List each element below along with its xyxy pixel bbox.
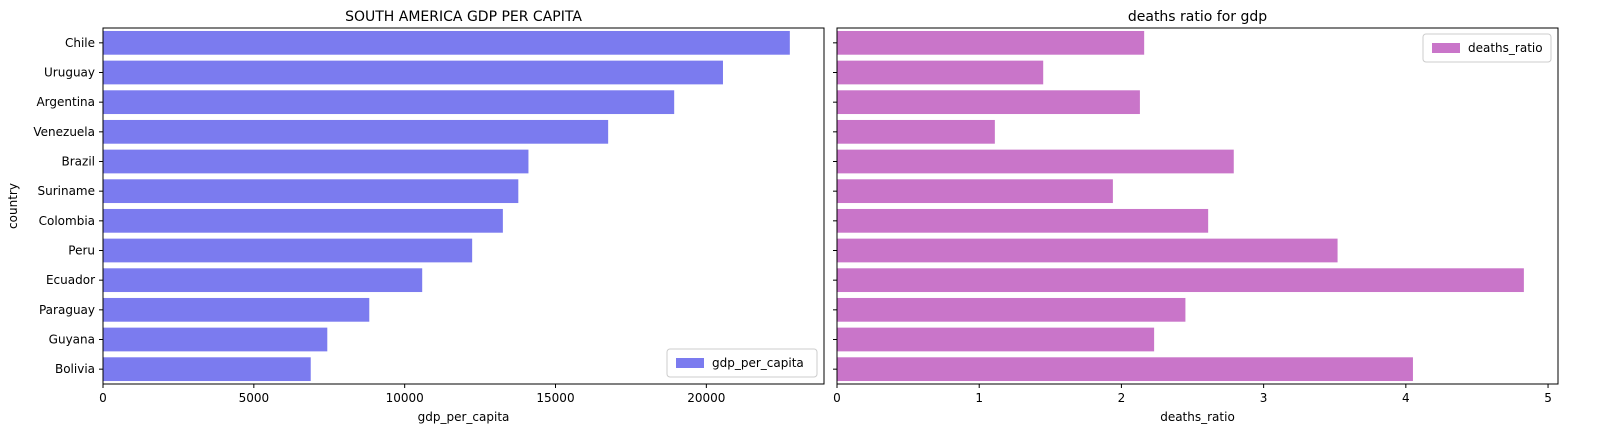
chart-0-y-tick-label-venezuela: Venezuela [33, 125, 95, 139]
chart-1-x-tick-label-2: 2 [1118, 391, 1126, 405]
chart-0-bar-peru [103, 238, 473, 263]
chart-0-y-tick-label-chile: Chile [65, 36, 95, 50]
chart-1-plot-frame [836, 27, 1559, 385]
chart-1-bar-argentina [837, 90, 1140, 115]
chart-0-y-tick-label-colombia: Colombia [39, 214, 95, 228]
chart-1-bar-ecuador [837, 268, 1524, 293]
chart-0-bar-guyana [103, 327, 328, 352]
chart-0-x-axis-label: gdp_per_capita [418, 410, 510, 424]
gdp-per-capita-chart: Chile Uruguay Argentina Venezuela Brazil Suri… [6, 9, 825, 424]
chart-0-y-tick-label-brazil: Brazil [62, 155, 96, 169]
chart-0-bar-chile [103, 30, 790, 55]
chart-1-bar-brazil [837, 149, 1234, 174]
chart-1-legend: deaths_ratio [1422, 33, 1552, 63]
chart-0-bar-brazil [103, 149, 529, 174]
chart-0-y-tick-label-uruguay: Uruguay [44, 66, 95, 80]
chart-1-x-tick-label-4: 4 [1402, 391, 1410, 405]
chart-0-bar-bolivia [103, 357, 311, 382]
chart-0-y-tick-label-paraguay: Paraguay [39, 303, 95, 317]
chart-1-bar-guyana [837, 327, 1155, 352]
chart-1-x-tick-label-3: 3 [1260, 391, 1268, 405]
chart-1-x-tick-label-5: 5 [1544, 391, 1552, 405]
chart-1-bar-chile [837, 30, 1145, 55]
chart-0-bar-argentina [103, 90, 675, 115]
chart-0-x-tick-label-20000: 20000 [687, 391, 725, 405]
chart-0-bar-colombia [103, 208, 503, 233]
chart-1-x-tick-label-1: 1 [975, 391, 983, 405]
chart-0-x-tick-label-15000: 15000 [536, 391, 574, 405]
chart-0-bar-venezuela [103, 119, 609, 144]
chart-0-bar-ecuador [103, 268, 423, 293]
chart-1-legend-entry: deaths_ratio [1468, 41, 1543, 55]
chart-0-y-tick-label-peru: Peru [68, 244, 95, 258]
chart-1-bar-colombia [837, 208, 1209, 233]
chart-1-legend-box [1422, 33, 1552, 63]
chart-0-legend-box [666, 348, 818, 378]
chart-0-bar-paraguay [103, 297, 370, 322]
chart-0-x-tick-label-5000: 5000 [239, 391, 270, 405]
chart-1-bar-suriname [837, 179, 1113, 204]
chart-0-y-tick-label-suriname: Suriname [37, 184, 95, 198]
chart-0-title: SOUTH AMERICA GDP PER CAPITA [345, 9, 582, 25]
chart-0-y-tick-label-ecuador: Ecuador [46, 273, 95, 287]
chart-1-legend-swatch [1432, 43, 1460, 53]
chart-0-legend-entry: gdp_per_capita [712, 356, 804, 370]
chart-1-bar-peru [837, 238, 1338, 263]
chart-0-legend-swatch [676, 358, 704, 368]
chart-0-bar-uruguay [103, 60, 723, 85]
chart-0-y-tick-label-guyana: Guyana [49, 333, 95, 347]
chart-1-x-axis-label: deaths_ratio [1160, 410, 1235, 424]
chart-0-bar-suriname [103, 179, 519, 204]
chart-1-bar-venezuela [837, 119, 995, 144]
chart-0-y-tick-label-bolivia: Bolivia [55, 362, 95, 376]
chart-0-legend: gdp_per_capita [666, 348, 818, 378]
chart-1-bar-uruguay [837, 60, 1044, 85]
chart-1-x-tick-label-0: 0 [833, 391, 841, 405]
chart-1-title: deaths ratio for gdp [1128, 9, 1267, 25]
chart-0-x-tick-label-0: 0 [99, 391, 107, 405]
chart-0-y-tick-label-argentina: Argentina [36, 95, 95, 109]
chart-1-bar-paraguay [837, 297, 1186, 322]
chart-0-plot-frame [102, 27, 825, 385]
chart-1-bar-bolivia [837, 357, 1413, 382]
chart-0-x-tick-label-10000: 10000 [386, 391, 424, 405]
chart-0-y-axis-label: country [6, 183, 20, 229]
